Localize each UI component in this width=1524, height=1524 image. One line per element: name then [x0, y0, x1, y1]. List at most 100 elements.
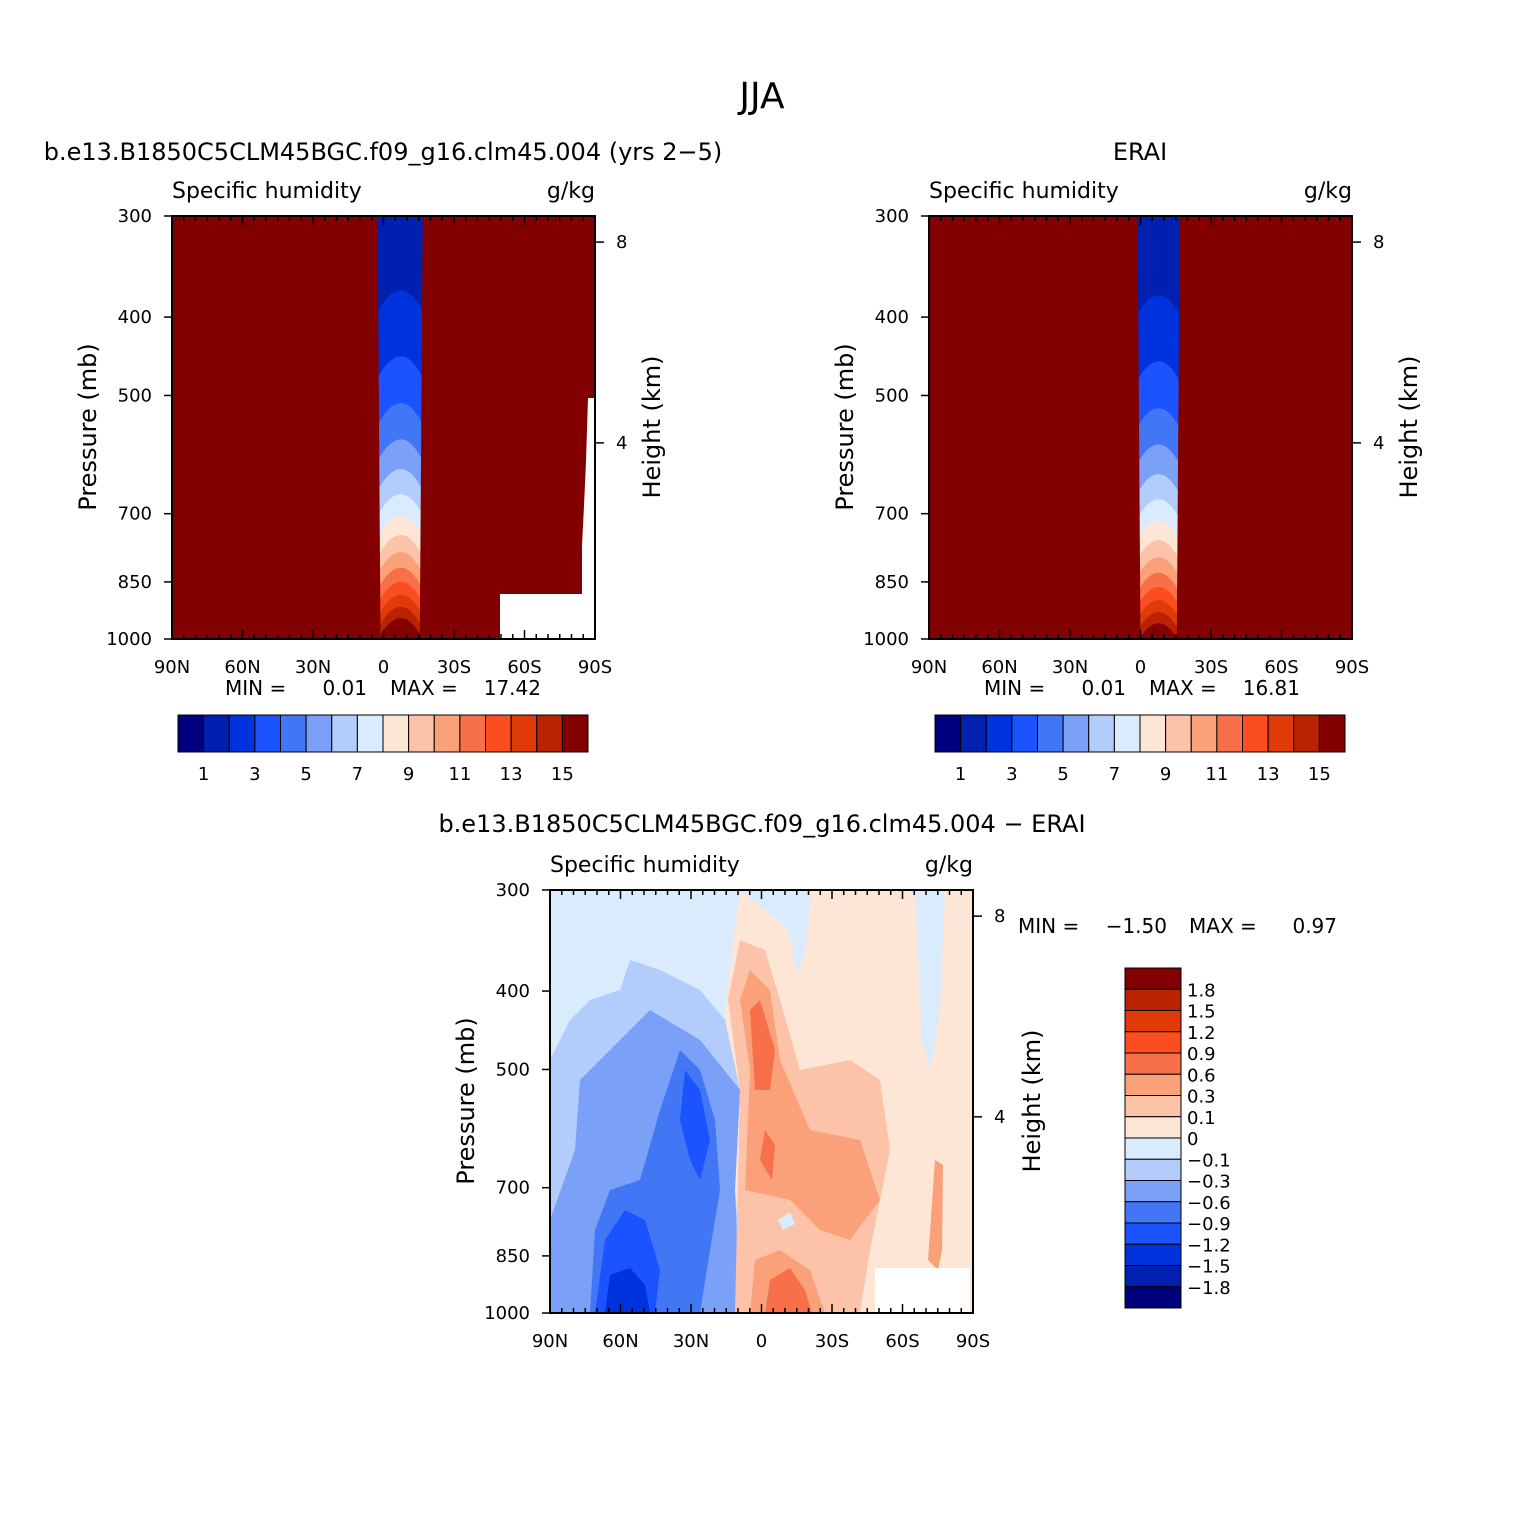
panel-erai-contours [929, 216, 1352, 639]
panel-model-title: b.e13.B1850C5CLM45BGC.f09_g16.clm45.004 … [44, 138, 723, 166]
colorbar-box [408, 714, 435, 753]
contour-band [680, 1070, 710, 1180]
y-tick-label: 400 [875, 307, 909, 328]
y-right-tick-label: 8 [616, 232, 627, 253]
colorbar-box [561, 714, 589, 753]
colorbar-label: 0.1 [1187, 1108, 1216, 1129]
colorbar-label: 1.8 [1187, 980, 1216, 1001]
panel-diff-axes: 90N 60N 30N 0 30S 60S 90S 300 400 500 700 850 1000 8 4 [484, 880, 1005, 1352]
panel-erai-max-value: 16.81 [1243, 676, 1300, 700]
colorbar-box [1037, 714, 1064, 753]
x-tick-label: 90N [154, 657, 190, 678]
panel-diff-ylabel: Pressure (mb) [452, 1017, 480, 1184]
y-tick-label: 700 [875, 504, 909, 525]
x-tick-label: 60S [885, 1331, 919, 1352]
colorbar-label: −1.2 [1187, 1235, 1231, 1256]
colorbar-box [1139, 714, 1167, 753]
x-tick-label: 90S [1335, 657, 1369, 678]
colorbar-label: 1.2 [1187, 1023, 1216, 1044]
missing-data-region [875, 1268, 970, 1313]
colorbar-box [203, 714, 230, 753]
panel-erai-min-label: MIN = [984, 676, 1045, 700]
colorbar-label: 0 [1187, 1129, 1198, 1150]
colorbar-box [382, 714, 410, 753]
y-right-tick-label: 8 [1373, 232, 1384, 253]
x-tick-label: 0 [1135, 657, 1146, 678]
colorbar-box [1124, 1180, 1182, 1203]
colorbar-label: 1 [955, 764, 966, 785]
colorbar-label: 15 [1308, 764, 1331, 785]
colorbar-box [305, 714, 333, 753]
colorbar-box [1124, 1073, 1182, 1096]
colorbar-box [254, 714, 281, 753]
colorbar-box [177, 714, 205, 753]
panel-diff-missing-data [875, 1268, 970, 1313]
panel-model-min-label: MIN = [225, 676, 286, 700]
panel-diff: b.e13.B1850C5CLM45BGC.f09_g16.clm45.004 … [438, 810, 1337, 1352]
y-tick-label: 850 [496, 1246, 530, 1267]
colorbar-label: −0.3 [1187, 1172, 1231, 1193]
colorbar-box [228, 714, 256, 753]
panel-diff-max-value: 0.97 [1292, 914, 1337, 938]
panel-erai-title: ERAI [1113, 138, 1167, 166]
panel-model-ylabel: Pressure (mb) [74, 343, 102, 510]
colorbar-box [1190, 714, 1218, 753]
colorbar-label: 5 [1057, 764, 1068, 785]
colorbar-box [485, 714, 512, 753]
panel-diff-colorbar: 1.81.51.20.90.60.30.10−0.1−0.3−0.6−0.9−1… [1124, 967, 1231, 1309]
colorbar-box [1124, 1201, 1182, 1224]
colorbar-label: 11 [1205, 764, 1228, 785]
panel-diff-min-label: MIN = [1018, 914, 1079, 938]
colorbar-box [1124, 1031, 1182, 1054]
colorbar-label: 13 [1257, 764, 1280, 785]
x-tick-label: 30S [437, 657, 471, 678]
colorbar-box [1011, 714, 1038, 753]
colorbar-box [1267, 714, 1295, 753]
x-tick-label: 60N [224, 657, 260, 678]
panel-erai-max-label: MAX = [1149, 676, 1217, 700]
colorbar-box [1124, 1116, 1182, 1139]
x-tick-label: 30N [673, 1331, 709, 1352]
y-tick-label: 850 [118, 572, 152, 593]
y-tick-label: 700 [496, 1178, 530, 1199]
panel-diff-min-value: −1.50 [1106, 914, 1167, 938]
panel-model: b.e13.B1850C5CLM45BGC.f09_g16.clm45.004 … [44, 138, 723, 785]
colorbar-label: 13 [500, 764, 523, 785]
panel-model-colorbar: 1 3 5 7 9 11 13 15 [177, 714, 589, 785]
colorbar-box [1124, 1158, 1182, 1181]
panel-model-units: g/kg [547, 179, 595, 204]
colorbar-label: −1.5 [1187, 1257, 1231, 1278]
colorbar-box [1124, 1010, 1182, 1033]
colorbar-box [459, 714, 486, 753]
colorbar-label: 7 [1109, 764, 1120, 785]
panel-erai-min-value: 0.01 [1081, 676, 1126, 700]
x-tick-label: 90N [911, 657, 947, 678]
colorbar-box [1124, 1137, 1182, 1160]
panel-model-max-value: 17.42 [484, 676, 541, 700]
contour-band [750, 1000, 775, 1090]
colorbar-label: 9 [403, 764, 414, 785]
x-tick-label: 30S [1194, 657, 1228, 678]
panel-model-min-value: 0.01 [322, 676, 367, 700]
contour-band [605, 1268, 650, 1313]
y-right-tick-label: 4 [1373, 433, 1384, 454]
panel-erai-variable: Specific humidity [929, 179, 1119, 204]
y-tick-label: 500 [118, 385, 152, 406]
panel-erai-colorbar: 1 3 5 7 9 11 13 15 [934, 714, 1346, 785]
y-right-tick-label: 4 [994, 1107, 1005, 1128]
panel-erai: ERAI Specific humidity g/kg 90N 60N 30N 0 30… [831, 138, 1423, 785]
colorbar-box [985, 714, 1013, 753]
colorbar-box [356, 714, 384, 753]
colorbar-box [960, 714, 987, 753]
contour-band [929, 216, 1352, 639]
x-tick-label: 0 [378, 657, 389, 678]
y-tick-label: 1000 [106, 629, 152, 650]
colorbar-box [1124, 1222, 1182, 1245]
colorbar-label: 7 [352, 764, 363, 785]
colorbar-label: 0.6 [1187, 1065, 1216, 1086]
colorbar-box [1216, 714, 1243, 753]
colorbar-label: 5 [300, 764, 311, 785]
colorbar-label: 9 [1160, 764, 1171, 785]
y-tick-label: 500 [496, 1059, 530, 1080]
